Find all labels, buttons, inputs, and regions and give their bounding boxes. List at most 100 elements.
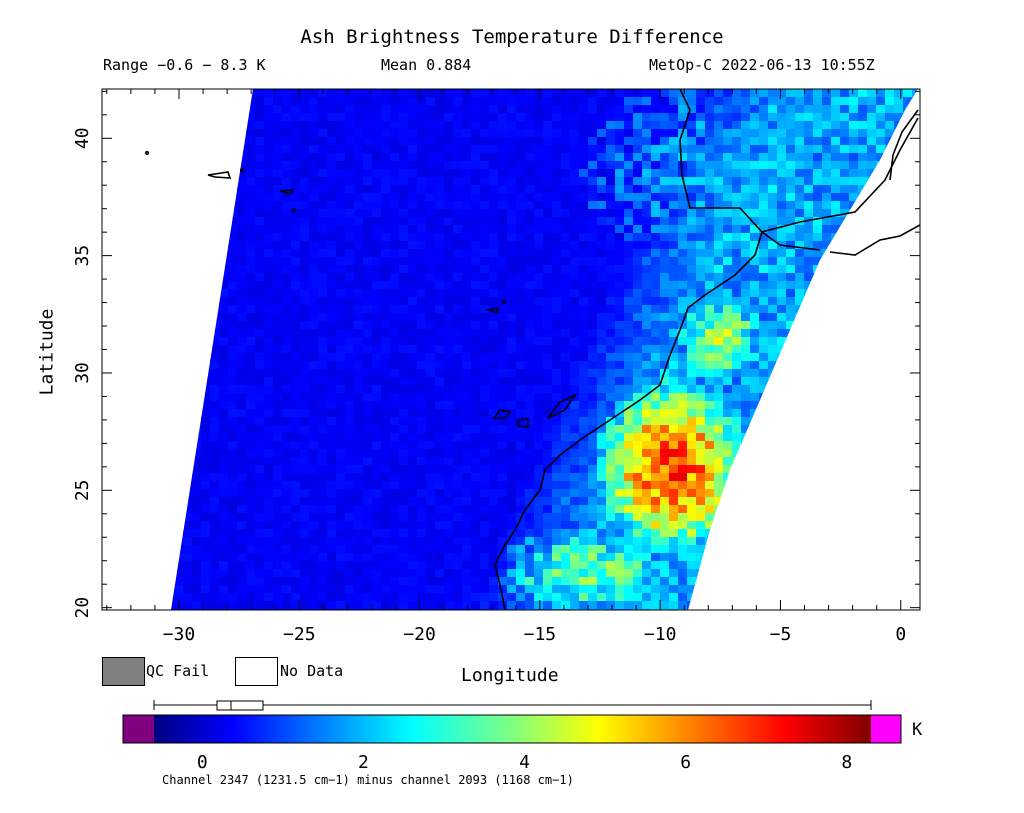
heatmap-cell	[525, 129, 535, 138]
heatmap-cell	[336, 401, 346, 410]
heatmap-cell	[543, 425, 553, 434]
heatmap-cell	[678, 97, 688, 106]
heatmap-cell	[363, 385, 373, 394]
heatmap-cell	[408, 361, 418, 370]
heatmap-cell	[687, 385, 697, 394]
heatmap-cell	[642, 529, 652, 538]
heatmap-cell	[498, 153, 508, 162]
heatmap-cell	[300, 593, 310, 602]
heatmap-cell	[201, 489, 211, 498]
heatmap-cell	[597, 385, 607, 394]
heatmap-cell	[696, 513, 706, 522]
heatmap-cell	[678, 297, 688, 306]
heatmap-cell	[399, 593, 409, 602]
heatmap-cell	[435, 593, 445, 602]
heatmap-cell	[318, 433, 328, 442]
heatmap-cell	[642, 345, 652, 354]
heatmap-cell	[453, 313, 463, 322]
heatmap-cell	[291, 217, 301, 226]
heatmap-cell	[444, 513, 454, 522]
heatmap-cell	[579, 441, 589, 450]
heatmap-cell	[210, 513, 220, 522]
heatmap-cell	[471, 105, 481, 114]
heatmap-cell	[318, 345, 328, 354]
heatmap-cell	[750, 385, 760, 394]
heatmap-cell	[390, 121, 400, 130]
heatmap-cell	[309, 169, 319, 178]
heatmap-cell	[660, 417, 670, 426]
heatmap-cell	[219, 345, 229, 354]
heatmap-cell	[246, 513, 256, 522]
heatmap-cell	[408, 417, 418, 426]
heatmap-cell	[651, 337, 661, 346]
heatmap-cell	[516, 561, 526, 570]
heatmap-cell	[327, 497, 337, 506]
heatmap-cell	[363, 233, 373, 242]
heatmap-cell	[426, 569, 436, 578]
heatmap-cell	[606, 561, 616, 570]
heatmap-cell	[363, 129, 373, 138]
heatmap-cell	[192, 489, 202, 498]
heatmap-cell	[444, 193, 454, 202]
heatmap-cell	[372, 145, 382, 154]
heatmap-cell	[291, 97, 301, 106]
heatmap-cell	[534, 409, 544, 418]
heatmap-cell	[552, 185, 562, 194]
heatmap-cell	[705, 433, 715, 442]
heatmap-cell	[525, 137, 535, 146]
heatmap-cell	[264, 481, 274, 490]
heatmap-cell	[696, 105, 706, 114]
heatmap-cell	[291, 361, 301, 370]
heatmap-cell	[597, 473, 607, 482]
heatmap-cell	[408, 513, 418, 522]
heatmap-cell	[417, 97, 427, 106]
heatmap-cell	[453, 209, 463, 218]
heatmap-cell	[642, 417, 652, 426]
heatmap-cell	[507, 305, 517, 314]
heatmap-cell	[498, 169, 508, 178]
heatmap-cell	[291, 249, 301, 258]
heatmap-cell	[246, 553, 256, 562]
heatmap-cell	[462, 337, 472, 346]
heatmap-cell	[768, 257, 778, 266]
heatmap-cell	[552, 513, 562, 522]
heatmap-cell	[615, 433, 625, 442]
heatmap-cell	[507, 145, 517, 154]
heatmap-cell	[525, 497, 535, 506]
heatmap-cell	[426, 513, 436, 522]
heatmap-cell	[597, 553, 607, 562]
heatmap-cell	[219, 417, 229, 426]
heatmap-cell	[732, 289, 742, 298]
heatmap-cell	[435, 297, 445, 306]
heatmap-cell	[309, 137, 319, 146]
heatmap-cell	[444, 473, 454, 482]
heatmap-cell	[597, 265, 607, 274]
heatmap-cell	[651, 361, 661, 370]
heatmap-cell	[687, 297, 697, 306]
heatmap-cell	[471, 481, 481, 490]
heatmap-cell	[561, 393, 571, 402]
heatmap-cell	[246, 321, 256, 330]
heatmap-cell	[435, 273, 445, 282]
heatmap-cell	[273, 457, 283, 466]
heatmap-cell	[642, 329, 652, 338]
heatmap-cell	[660, 569, 670, 578]
heatmap-cell	[336, 529, 346, 538]
heatmap-cell	[219, 433, 229, 442]
heatmap-cell	[381, 169, 391, 178]
heatmap-cell	[570, 185, 580, 194]
heatmap-cell	[561, 185, 571, 194]
heatmap-cell	[444, 465, 454, 474]
heatmap-cell	[696, 401, 706, 410]
heatmap-cell	[408, 97, 418, 106]
heatmap-cell	[588, 153, 598, 162]
heatmap-cell	[750, 369, 760, 378]
heatmap-cell	[615, 401, 625, 410]
heatmap-cell	[633, 305, 643, 314]
heatmap-cell	[633, 441, 643, 450]
heatmap-cell	[381, 97, 391, 106]
heatmap-cell	[480, 577, 490, 586]
heatmap-cell	[336, 521, 346, 530]
heatmap-cell	[354, 329, 364, 338]
heatmap-cell	[498, 289, 508, 298]
